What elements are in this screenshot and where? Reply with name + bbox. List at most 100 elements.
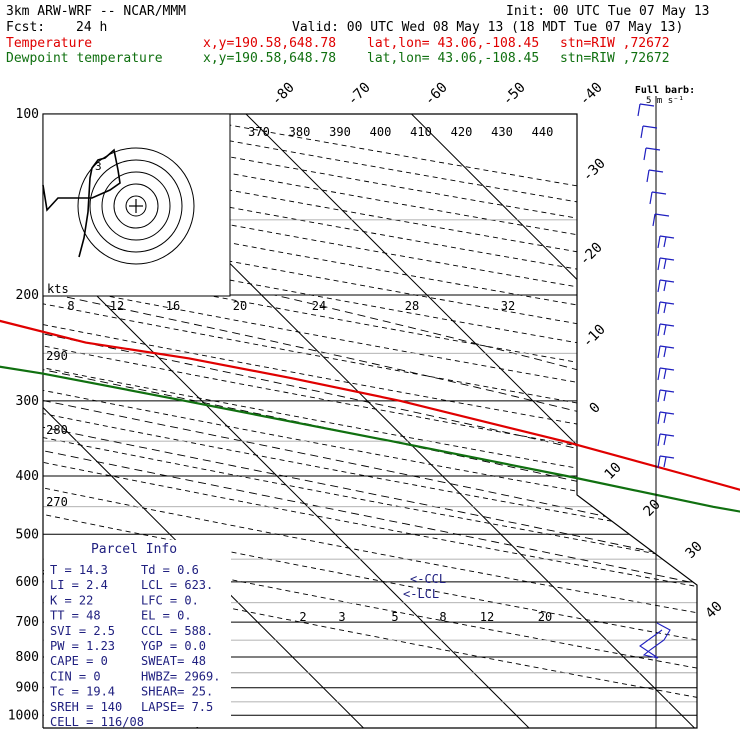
- wind-barb: [639, 103, 655, 107]
- wind-barb-feather: [663, 434, 667, 446]
- wind-barb: [659, 389, 675, 393]
- parcel-info-value: HWBZ= 2969.: [141, 669, 220, 683]
- dewpoint-legend: Dewpoint temperature: [6, 51, 163, 66]
- moist-adiabat-line: [43, 294, 697, 728]
- wind-barb-feather: [657, 345, 661, 359]
- theta-label: 380: [289, 125, 311, 139]
- parcel-info-value: YGP = 0.0: [141, 639, 206, 653]
- parcel-info-value: CELL = 116/08: [50, 715, 144, 729]
- wind-barb-feather: [643, 147, 647, 161]
- pressure-label: 200: [16, 288, 39, 303]
- hodograph-ring: [113, 183, 159, 229]
- pressure-label: 600: [16, 575, 39, 590]
- hodograph-ring-label: 20: [233, 299, 247, 313]
- isotherm-label: 0: [587, 400, 604, 417]
- parcel-info-value: EL = 0.: [141, 609, 192, 623]
- valid-time: Valid: 00 UTC Wed 08 May 13 (18 MDT Tue …: [292, 20, 684, 35]
- wind-barb-feather: [657, 389, 661, 403]
- wind-barb: [642, 125, 658, 129]
- isotherm-line: [245, 114, 697, 728]
- wind-barb-feather: [663, 324, 667, 336]
- init-time: Init: 00 UTC Tue 07 May 13: [506, 4, 710, 19]
- parcel-info-value: LI = 2.4: [50, 578, 108, 592]
- isotherm-line: [43, 114, 530, 728]
- wind-barb-feather: [663, 258, 667, 270]
- dewpoint-line: [0, 365, 740, 513]
- parcel-info-value: SWEAT= 48: [141, 654, 206, 668]
- wind-barb-feather: [663, 302, 667, 314]
- wind-barb-feather: [657, 235, 661, 249]
- parcel-info-value: K = 22: [50, 593, 93, 607]
- parcel-info-value: TT = 48: [50, 609, 101, 623]
- theta-label: 390: [329, 125, 351, 139]
- hodograph-ring-label: 12: [110, 299, 124, 313]
- temperature-line: [0, 319, 740, 491]
- wind-barb: [659, 257, 675, 261]
- theta-label: 410: [410, 125, 432, 139]
- theta-label: 270: [46, 495, 68, 509]
- isotherm-label: -60: [422, 80, 451, 109]
- pressure-label: 400: [16, 469, 39, 484]
- hodograph-ring: [101, 171, 171, 241]
- dry-adiabat-line: [43, 114, 697, 728]
- hodograph-trace: [42, 148, 121, 258]
- wind-barb-feather: [663, 236, 667, 248]
- hodograph-point-label: 3: [95, 160, 102, 173]
- hodograph-ring: [89, 159, 183, 253]
- full-barb-value: 5 m s⁻¹: [646, 96, 684, 106]
- wind-barb: [645, 147, 661, 151]
- wind-barb-feather: [663, 390, 667, 402]
- hodograph-ring-label: 24: [312, 299, 326, 313]
- hodograph-kts-label: kts: [47, 282, 69, 296]
- wind-barb: [659, 433, 675, 437]
- hodograph-ring: [125, 195, 147, 217]
- wind-barb-feather: [657, 323, 661, 337]
- parcel-info-panel: Parcel Info T = 14.3 Td = 0.6 LI = 2.4 LCL =…: [44, 540, 231, 729]
- wind-barb-cluster: [639, 622, 671, 659]
- wind-barb-feather: [637, 103, 641, 117]
- wind-barb-feather: [663, 346, 667, 358]
- hodograph-ring-label: 8: [67, 299, 74, 313]
- lcl-label: <-LCL: [403, 587, 439, 601]
- theta-label: 280: [46, 423, 68, 437]
- parcel-info-title: Parcel Info: [91, 542, 177, 557]
- wind-barb-feather: [652, 213, 656, 227]
- parcel-info-value: CIN = 0: [50, 669, 101, 683]
- pressure-label: 1000: [8, 708, 39, 723]
- pressure-label: 500: [16, 527, 39, 542]
- parcel-info-value: SREH = 140: [50, 700, 122, 714]
- model-title: 3km ARW-WRF -- NCAR/MMM: [6, 4, 187, 19]
- wind-barb-feather: [657, 411, 661, 425]
- isotherm-label: -80: [269, 80, 298, 109]
- isotherm-line: [411, 114, 697, 728]
- wind-barb: [659, 455, 675, 459]
- moist-adiabat-line: [43, 294, 697, 728]
- dry-adiabat-line: [43, 114, 697, 728]
- isotherm-label: 30: [683, 539, 706, 562]
- isotherm-label: -40: [577, 80, 606, 109]
- ccl-label: <-CCL: [410, 572, 446, 586]
- pressure-label: 300: [16, 394, 39, 409]
- wind-barb-feather: [657, 367, 661, 381]
- hodograph-ring-label: 32: [501, 299, 515, 313]
- theta-label: 290: [46, 349, 68, 363]
- dry-adiabat-line: [43, 114, 697, 728]
- wind-barbs: [637, 96, 675, 728]
- wind-barb: [654, 213, 670, 217]
- full-barb-label: Full barb:: [635, 85, 695, 96]
- mixing-ratio-label: 5: [391, 610, 398, 624]
- dewpoint-xy: x,y=190.58,648.78: [203, 51, 337, 66]
- mixing-ratio-label: 12: [480, 610, 494, 624]
- isotherm-label: -50: [500, 80, 529, 109]
- wind-barb-feather: [663, 368, 667, 380]
- mixing-ratio-label: 2: [299, 610, 306, 624]
- wind-barb: [659, 279, 675, 283]
- theta-label: 420: [451, 125, 473, 139]
- hodograph-ring-label: 16: [166, 299, 180, 313]
- parcel-info-value: Tc = 19.4: [50, 685, 115, 699]
- hodograph-ring-label: 28: [405, 299, 419, 313]
- parcel-info-box: [44, 540, 231, 727]
- temperature-legend: Temperature: [6, 36, 93, 51]
